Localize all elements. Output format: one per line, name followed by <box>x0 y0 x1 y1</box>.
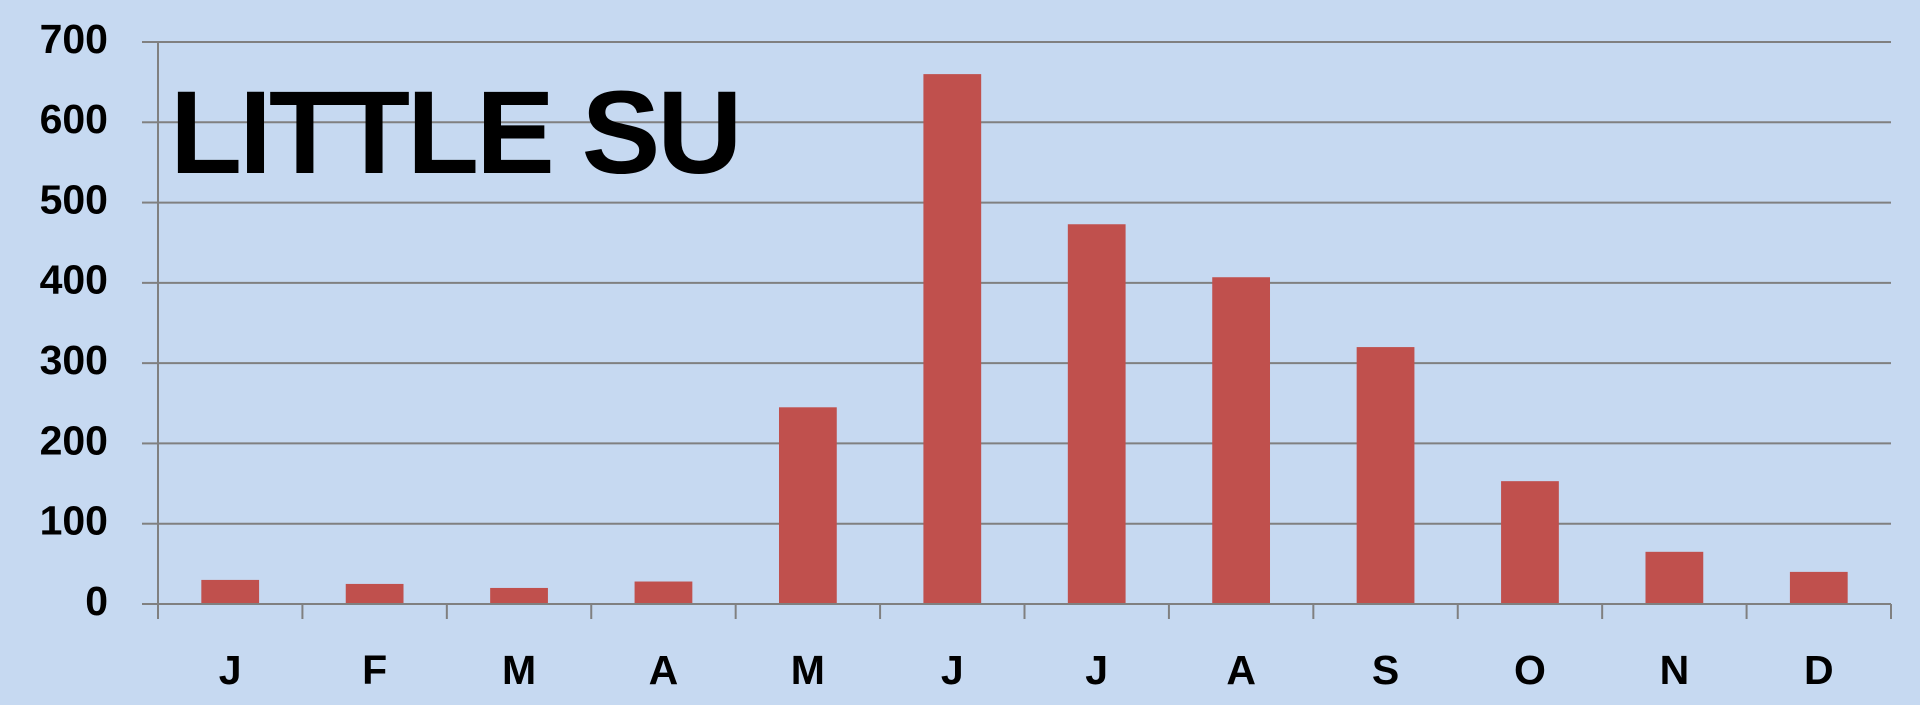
x-tick-label: J <box>219 647 242 693</box>
bar <box>1645 551 1704 604</box>
bar <box>634 581 693 604</box>
chart-title: LITTLE SU <box>170 67 740 199</box>
x-tick-label: A <box>649 647 679 693</box>
x-tick-label: J <box>941 647 964 693</box>
x-tick-label: M <box>791 647 825 693</box>
bar <box>1067 224 1126 604</box>
x-tick-label: D <box>1804 647 1834 693</box>
bar <box>1501 481 1559 604</box>
y-tick-label: 300 <box>40 337 108 383</box>
y-tick-label: 500 <box>40 176 108 222</box>
bar <box>1789 571 1848 604</box>
bar <box>345 583 404 604</box>
x-tick-label: N <box>1660 647 1690 693</box>
bar <box>778 407 837 604</box>
y-tick-label: 0 <box>85 578 108 624</box>
x-tick-label: F <box>362 647 387 693</box>
bar <box>1212 277 1271 604</box>
y-tick-label: 600 <box>40 96 108 142</box>
x-tick-label: O <box>1514 647 1546 693</box>
bar <box>1356 347 1415 604</box>
x-tick-label: M <box>502 647 536 693</box>
y-tick-label: 100 <box>40 498 108 544</box>
bar <box>490 587 548 604</box>
y-tick-label: 700 <box>40 16 108 62</box>
x-tick-label: S <box>1372 647 1399 693</box>
bar <box>201 579 260 604</box>
y-tick-label: 200 <box>40 417 108 463</box>
bar <box>923 74 982 605</box>
x-tick-label: A <box>1226 647 1256 693</box>
x-tick-label: J <box>1085 647 1108 693</box>
y-tick-label: 400 <box>40 257 108 303</box>
